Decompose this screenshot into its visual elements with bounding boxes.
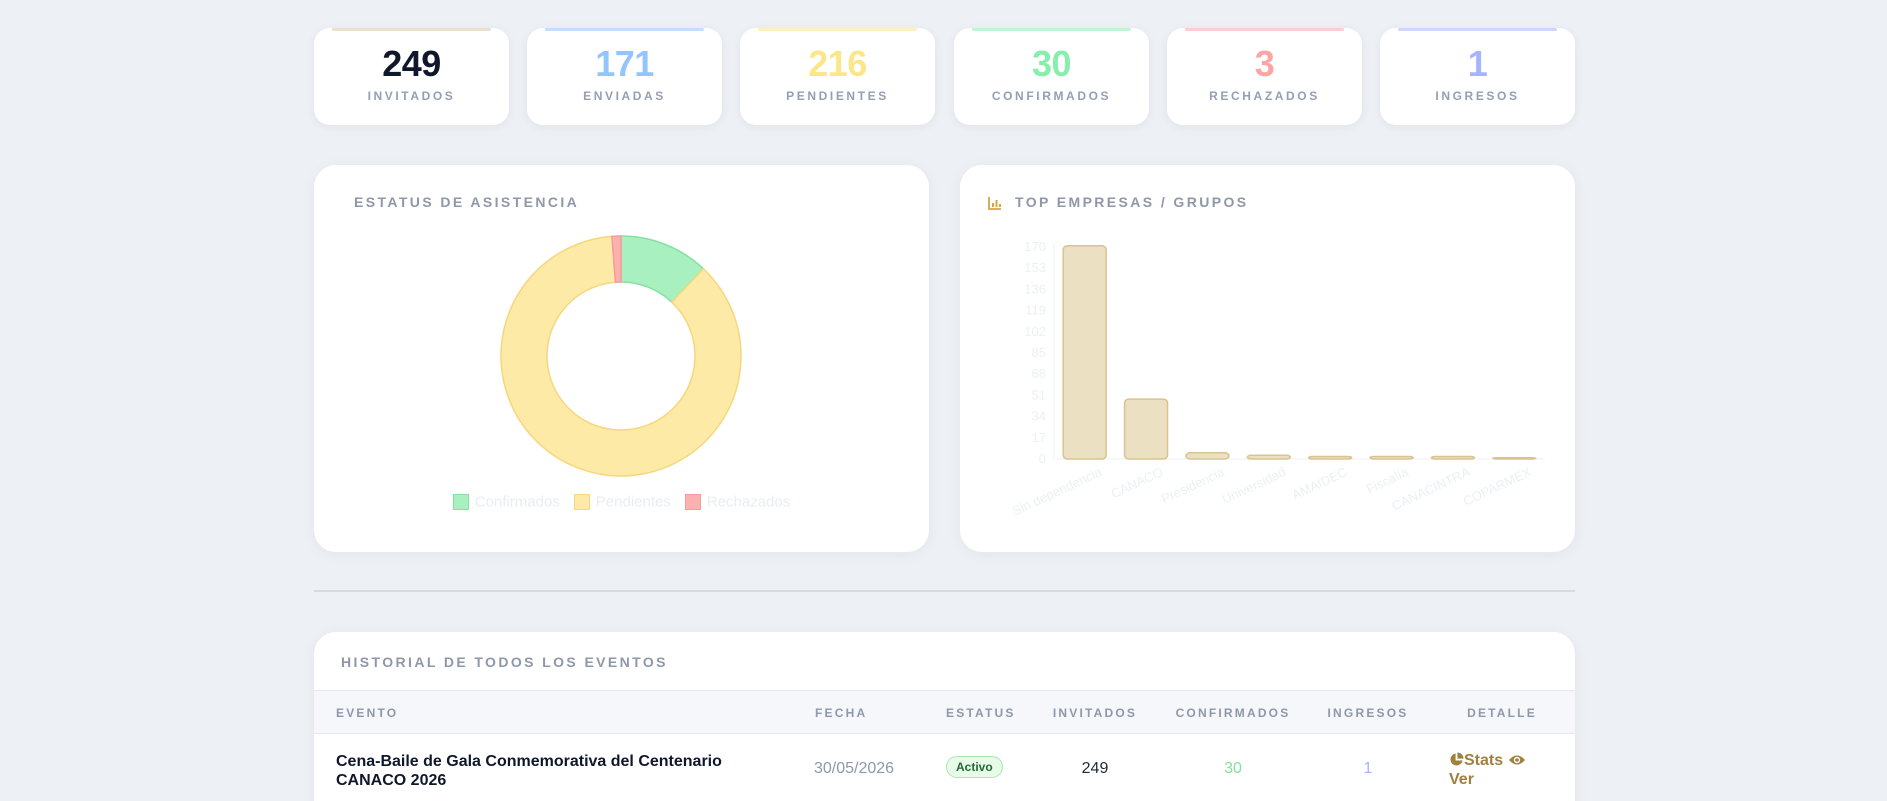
table-header: EVENTO FECHA ESTATUS INVITADOS CONFIRMAD… <box>314 690 1575 734</box>
event-date: 30/05/2026 <box>814 760 895 777</box>
stat-card-ingresos: 1 INGRESOS <box>1380 28 1575 125</box>
y-tick-label: 17 <box>1032 430 1046 445</box>
y-tick-label: 170 <box>1024 239 1046 254</box>
x-tick-label: AMAIDEC <box>1289 464 1349 503</box>
bar-6[interactable] <box>1430 455 1476 460</box>
col-invitados: INVITADOS <box>1052 706 1138 720</box>
bar-5[interactable] <box>1369 455 1414 460</box>
legend-label: Pendientes <box>595 493 671 511</box>
bar-2[interactable] <box>1185 452 1230 460</box>
stats-link[interactable]: Stats <box>1449 752 1508 769</box>
y-tick-label: 102 <box>1024 324 1046 339</box>
legend-swatch <box>573 494 590 511</box>
bar-chart-icon <box>988 197 1001 210</box>
view-link[interactable]: Ver <box>1449 752 1526 788</box>
confirmed-count: 30 <box>1224 760 1242 777</box>
stat-label: CONFIRMADOS <box>991 89 1112 103</box>
x-tick-label: COPARMEX <box>1461 464 1534 509</box>
stat-label: PENDIENTES <box>786 89 889 103</box>
attendance-legend: Confirmados Pendientes Rechazados <box>314 493 929 513</box>
col-evento: EVENTO <box>336 706 399 720</box>
col-confirmados: CONFIRMADOS <box>1175 706 1291 720</box>
y-tick-label: 119 <box>1025 303 1046 318</box>
x-tick-label: Universidad <box>1220 464 1289 507</box>
attendance-card: ESTATUS DE ASISTENCIA Confirmados Pendien… <box>314 165 929 552</box>
pie-chart-icon <box>1450 752 1464 766</box>
entries-count: 1 <box>1363 760 1373 777</box>
stat-card-rechazados: 3 RECHAZADOS <box>1167 28 1362 125</box>
stat-label: RECHAZADOS <box>1209 89 1320 103</box>
invited-count: 249 <box>1081 760 1109 777</box>
event-name: Cena-Baile de Gala Conmemorativa del Cen… <box>336 753 722 789</box>
legend-swatch <box>684 494 701 511</box>
bar-7[interactable] <box>1492 457 1537 460</box>
y-tick-label: 136 <box>1024 281 1046 296</box>
legend-item-confirmados[interactable]: Confirmados <box>452 493 560 511</box>
stat-value: 3 <box>1254 43 1275 84</box>
y-tick-label: 34 <box>1032 409 1046 424</box>
stat-card-invitados: 249 INVITADOS <box>314 28 509 125</box>
bar-1[interactable] <box>1123 398 1169 460</box>
stat-label: INVITADOS <box>367 89 456 103</box>
legend-item-pendientes[interactable]: Pendientes <box>573 493 671 511</box>
x-tick-label: Sin dependencia <box>1010 464 1105 519</box>
section-divider <box>314 590 1575 592</box>
stat-label: ENVIADAS <box>583 89 666 103</box>
col-fecha: FECHA <box>815 706 868 720</box>
legend-label: Rechazados <box>706 493 791 511</box>
stat-label: INGRESOS <box>1435 89 1520 103</box>
donut-slice-rechazados[interactable] <box>611 235 622 284</box>
y-tick-label: 0 <box>1039 451 1046 466</box>
legend-swatch <box>452 494 469 511</box>
y-tick-label: 153 <box>1024 260 1046 275</box>
companies-bar-chart: 0 17 34 51 68 85 102 119 136 153 170 Sin dependenci… <box>1010 239 1545 519</box>
view-label: Ver <box>1449 771 1474 788</box>
stat-value: 171 <box>595 43 654 84</box>
stat-card-enviadas: 171 ENVIADAS <box>527 28 722 125</box>
attendance-donut-chart <box>500 235 742 477</box>
bar-3[interactable] <box>1246 454 1292 460</box>
attendance-title: ESTATUS DE ASISTENCIA <box>354 194 580 210</box>
status-badge: Activo <box>946 756 1003 778</box>
history-table-card: HISTORIAL DE TODOS LOS EVENTOS EVENTO FE… <box>314 632 1575 801</box>
stat-value: 249 <box>382 43 441 84</box>
y-tick-label: 51 <box>1032 387 1046 402</box>
companies-card: TOP EMPRESAS / GRUPOS 0 17 34 51 68 85 102 119 1… <box>960 165 1575 552</box>
stat-value: 216 <box>808 43 867 84</box>
col-detalle: DETALLE <box>1467 706 1537 720</box>
col-ingresos: INGRESOS <box>1327 706 1409 720</box>
legend-item-rechazados[interactable]: Rechazados <box>684 493 791 511</box>
companies-title: TOP EMPRESAS / GRUPOS <box>1015 194 1249 210</box>
stat-card-confirmados: 30 CONFIRMADOS <box>954 28 1149 125</box>
eye-icon <box>1508 755 1525 765</box>
y-tick-label: 85 <box>1032 345 1046 360</box>
stat-value: 1 <box>1467 43 1488 84</box>
y-tick-label: 68 <box>1032 366 1046 381</box>
bar-0[interactable] <box>1062 245 1107 460</box>
detail-actions: Stats Ver <box>1449 751 1549 789</box>
x-tick-label: CANACO <box>1109 464 1166 501</box>
x-tick-label: Presidencia <box>1159 464 1228 507</box>
table-row[interactable]: Cena-Baile de Gala Conmemorativa del Cen… <box>314 734 1575 801</box>
stat-card-pendientes: 216 PENDIENTES <box>740 28 935 125</box>
history-title: HISTORIAL DE TODOS LOS EVENTOS <box>341 654 668 670</box>
stat-value: 30 <box>1031 43 1072 84</box>
donut-slice-pendientes[interactable] <box>500 235 742 477</box>
bar-4[interactable] <box>1307 455 1353 460</box>
col-estatus: ESTATUS <box>946 706 1016 720</box>
legend-label: Confirmados <box>474 493 560 511</box>
stats-label: Stats <box>1464 752 1504 769</box>
stats-row: 249 INVITADOS 171 ENVIADAS 216 PENDIENTES 30 CO… <box>314 28 1575 125</box>
